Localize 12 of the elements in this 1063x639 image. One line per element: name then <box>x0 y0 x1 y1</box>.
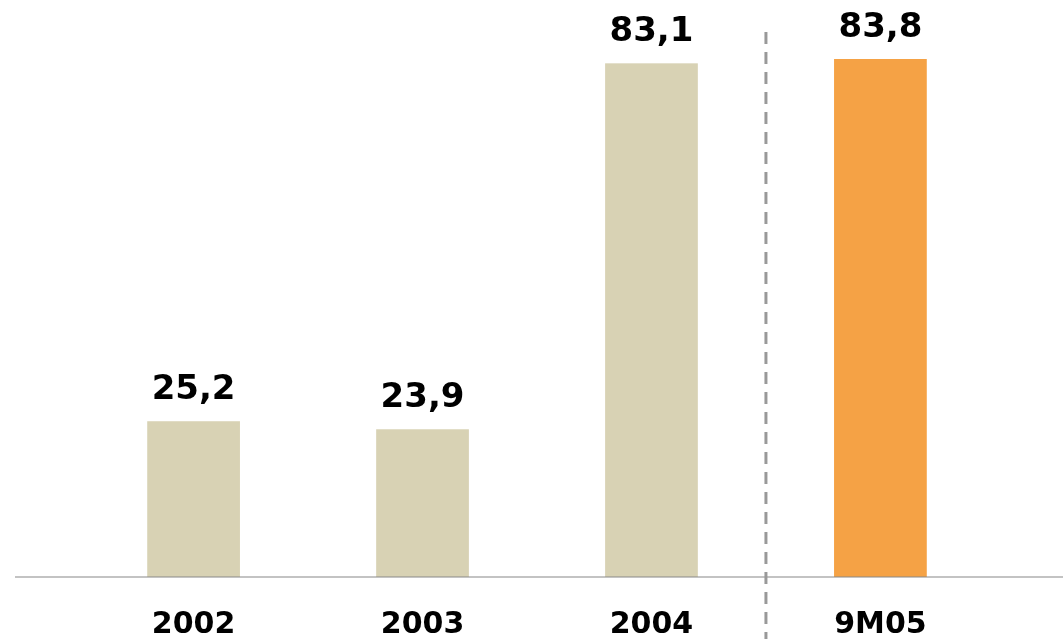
bar <box>376 429 469 577</box>
x-tick-label: 9M05 <box>834 605 927 639</box>
x-tick-label: 2002 <box>151 605 236 639</box>
bar <box>147 421 240 577</box>
x-tick-label: 2003 <box>380 605 465 639</box>
x-tick-label: 2004 <box>609 605 694 639</box>
data-label: 23,9 <box>380 375 465 416</box>
data-label: 25,2 <box>151 367 236 408</box>
bar <box>605 63 698 577</box>
bar <box>834 59 927 577</box>
data-label: 83,1 <box>609 9 694 50</box>
data-label: 83,8 <box>838 5 923 45</box>
